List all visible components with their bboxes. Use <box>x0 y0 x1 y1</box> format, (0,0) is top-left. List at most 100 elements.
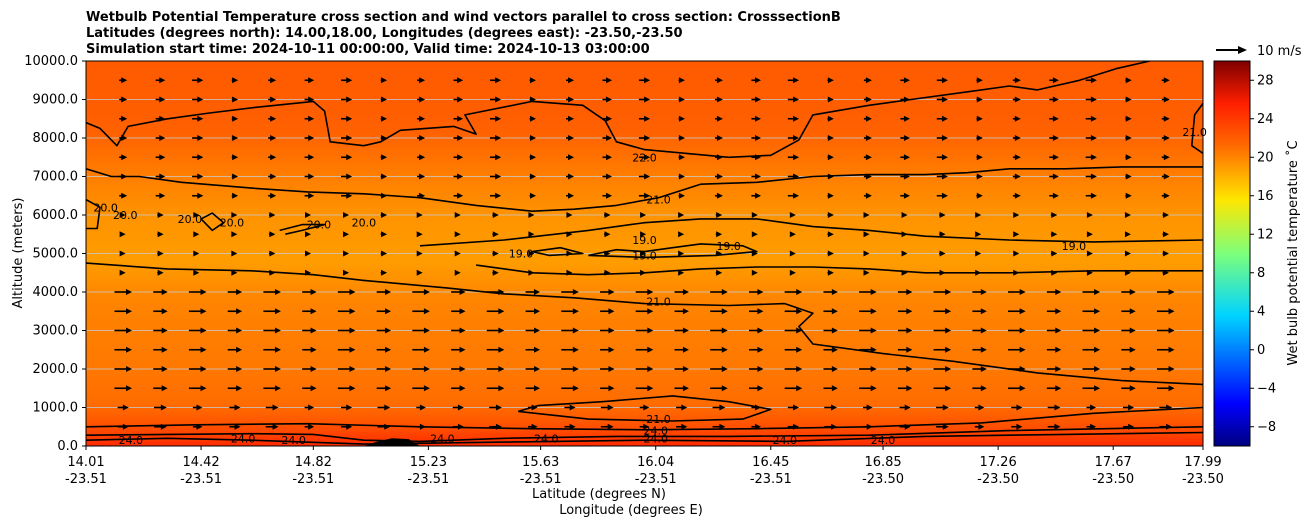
wind-vector <box>1050 212 1058 218</box>
wind-vector-head <box>346 423 353 430</box>
wind-vector-head <box>716 212 723 218</box>
colorbar: 28 24 20 16 12 8 4 0 −4 −8 Wet bulb potential tem… <box>1213 60 1301 447</box>
wind-vector <box>859 366 877 372</box>
wind-vector-head <box>1163 96 1170 103</box>
wind-vector-head <box>755 173 761 180</box>
wind-vector <box>337 385 356 392</box>
wind-vector-head <box>161 366 168 372</box>
wind-vector <box>827 250 834 257</box>
wind-vector-head <box>647 346 654 353</box>
wind-vector <box>153 289 168 295</box>
wind-vector-head <box>827 269 834 276</box>
wind-vector-head <box>1125 115 1132 122</box>
wind-vector-head <box>270 192 277 199</box>
y-axis-ticks: 0.0 1000.0 2000.0 3000.0 4000.0 5000.0 6000.0 7… <box>24 54 86 454</box>
wind-vector-head <box>234 423 241 430</box>
wind-vector-head <box>385 327 392 334</box>
wind-vector <box>975 212 982 218</box>
wind-vector <box>155 192 166 199</box>
wind-vector-head <box>197 96 204 103</box>
wind-vector <box>1049 77 1059 84</box>
wind-vector-head <box>232 96 239 103</box>
wind-vector <box>454 269 461 276</box>
wind-vector <box>935 423 949 430</box>
wind-vector <box>564 404 576 411</box>
wind-vector-head <box>796 308 803 315</box>
wind-vector <box>154 423 167 430</box>
wind-vector-head <box>160 423 167 430</box>
contour-label: 20.0 <box>113 209 138 222</box>
wind-vector-head <box>454 250 461 257</box>
wind-vector <box>901 269 908 276</box>
wind-vector <box>972 346 987 353</box>
wind-vector-head <box>349 385 356 392</box>
wind-vector <box>863 77 872 84</box>
wind-vector <box>1086 404 1097 411</box>
wind-vector <box>231 192 239 199</box>
wind-vector <box>674 385 689 392</box>
wind-vector-head <box>1055 366 1062 372</box>
wind-vector-head <box>1086 231 1093 238</box>
wind-vector-head <box>457 154 464 161</box>
wind-vector <box>114 385 133 392</box>
wind-vector-head <box>1094 308 1101 315</box>
wind-vector <box>602 154 613 161</box>
wind-vector <box>638 135 651 141</box>
wind-vector <box>1013 269 1020 276</box>
wind-vector-head <box>1129 327 1136 334</box>
wind-vector <box>823 308 838 315</box>
wind-vector <box>263 308 281 315</box>
wind-vector-head <box>865 192 872 199</box>
wind-vector-head <box>796 327 803 334</box>
wind-vector <box>302 289 317 295</box>
wind-vector-head <box>945 289 952 295</box>
wind-vector <box>602 192 613 199</box>
wind-vector <box>304 423 315 430</box>
wind-vector-head <box>1014 77 1021 84</box>
wind-vector <box>1121 327 1136 334</box>
wind-vector-head <box>678 135 685 141</box>
wind-vector-head <box>1052 115 1059 122</box>
wind-vector-head <box>1014 154 1021 161</box>
wind-vector-head <box>751 269 758 276</box>
wind-vector-head <box>384 423 391 430</box>
quiver-key-label: 10 m/s <box>1257 44 1302 59</box>
wind-vector <box>304 135 315 141</box>
wind-vector-head <box>232 173 239 180</box>
wind-vector <box>192 77 204 84</box>
wind-vector-head <box>1163 135 1170 141</box>
wind-vector <box>899 423 911 430</box>
wind-vector <box>529 77 536 84</box>
wind-vector <box>602 96 613 103</box>
y-tick-label: 4000.0 <box>33 285 79 300</box>
wind-vector-head <box>1051 250 1058 257</box>
wind-vector-head <box>1052 135 1059 141</box>
wind-vector <box>638 173 651 180</box>
wind-vector <box>1049 154 1059 161</box>
wind-vector <box>486 327 505 334</box>
wind-vector <box>824 423 838 430</box>
contour-label: 20.0 <box>178 213 203 226</box>
wind-vector <box>451 366 466 372</box>
wind-vector <box>1122 404 1135 411</box>
wind-vector-head <box>196 423 203 430</box>
wind-vector <box>231 250 238 257</box>
wind-vector-head <box>381 115 388 122</box>
wind-vector-head <box>721 289 728 295</box>
wind-vector-head <box>569 404 576 411</box>
wind-vector-head <box>751 250 758 257</box>
wind-vector-head <box>606 96 613 103</box>
wind-vector <box>341 77 353 84</box>
wind-vector <box>376 346 392 353</box>
wind-vector-head <box>941 77 948 84</box>
wind-vector <box>1046 289 1062 295</box>
wind-vector-head <box>381 212 388 218</box>
wind-vector-head <box>975 212 982 218</box>
wind-vector <box>604 212 611 218</box>
wind-vector <box>1085 115 1097 122</box>
wind-vector <box>1085 154 1097 161</box>
wind-vector-head <box>308 135 315 141</box>
wind-vector <box>1008 385 1026 392</box>
wind-vector-head <box>126 346 133 353</box>
wind-vector <box>635 327 654 334</box>
